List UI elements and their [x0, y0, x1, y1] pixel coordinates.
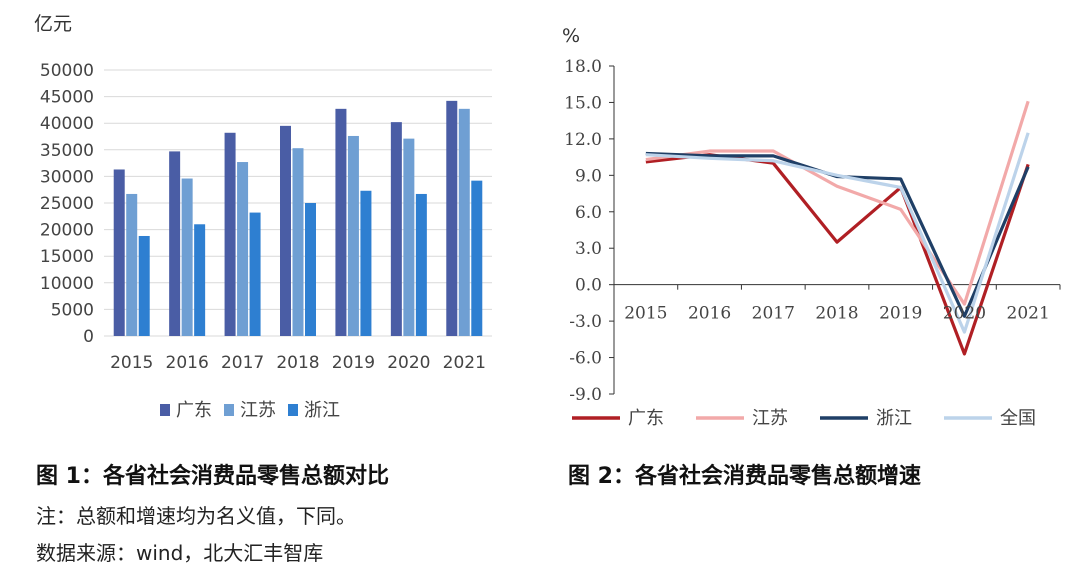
bar-广东-2015 [113, 169, 125, 336]
x-tick-label: 2019 [332, 353, 375, 373]
bar-广东-2020 [390, 122, 402, 336]
bar-浙江-2018 [305, 203, 316, 336]
bar-浙江-2016 [194, 224, 206, 336]
x-tick-label: 2016 [166, 353, 209, 373]
source-line: 数据来源：wind，北大汇丰智库 [36, 541, 324, 565]
x-tick-label: 2015 [110, 353, 153, 373]
y-tick-label: 50000 [40, 61, 94, 81]
y-tick-label: -3.0 [569, 312, 602, 332]
y-tick-label: 20000 [40, 221, 94, 241]
legend-swatch-江苏 [224, 404, 234, 416]
line-series-江苏 [645, 100, 1030, 306]
y-tick-label: 12.0 [564, 130, 602, 150]
bar-浙江-2021 [471, 180, 483, 336]
bar-chart: 亿元 0 5000 10000 15000 20000 25000 30000 35000 400… [34, 13, 492, 421]
y-tick-label: 40000 [40, 114, 94, 134]
bar-浙江-2019 [360, 190, 372, 336]
legend-label: 江苏 [240, 400, 276, 421]
x-tick-label: 2021 [443, 353, 486, 373]
bar-浙江-2020 [415, 193, 427, 336]
x-tick-label: 2015 [624, 304, 667, 324]
note-line: 注：总额和增速均为名义值，下同。 [36, 504, 356, 528]
bar-江苏-2021 [458, 108, 470, 336]
figure-2-title: 图 2：各省社会消费品零售总额增速 [568, 464, 921, 489]
bar-浙江-2015 [138, 235, 150, 336]
y-tick-label: -6.0 [569, 349, 602, 369]
y-tick-label: 0 [83, 327, 94, 347]
bar-广东-2018 [280, 125, 291, 336]
y-tick-label: 9.0 [575, 166, 602, 186]
legend-label: 浙江 [876, 408, 912, 429]
bar-广东-2019 [335, 108, 347, 336]
bar-江苏-2020 [403, 138, 415, 336]
y-tick-label: 0.0 [575, 276, 602, 296]
x-tick-label: 2019 [879, 304, 922, 324]
legend-label: 广东 [628, 408, 664, 429]
y-tick-label: 15.0 [564, 93, 602, 113]
legend-label: 江苏 [752, 408, 788, 429]
y-tick-label: 25000 [40, 194, 94, 214]
y-tick-label: 35000 [40, 141, 94, 161]
bar-广东-2016 [169, 151, 181, 336]
y-tick-label: 18.0 [564, 57, 602, 77]
bar-江苏-2019 [347, 135, 359, 336]
line-series-浙江 [645, 151, 1030, 318]
x-tick-label: 2020 [387, 353, 430, 373]
bar-江苏-2017 [237, 162, 249, 336]
y-axis-unit-label: 亿元 [34, 13, 72, 35]
y-tick-label: 45000 [40, 88, 94, 108]
bar-江苏-2016 [181, 178, 193, 336]
y-tick-label: 3.0 [575, 239, 602, 259]
y-tick-label: 5000 [51, 300, 94, 320]
legend-label: 全国 [1000, 408, 1036, 429]
bar-江苏-2015 [126, 193, 138, 336]
bar-江苏-2018 [292, 148, 304, 336]
bar-浙江-2017 [249, 212, 261, 336]
y-tick-label: 10000 [40, 274, 94, 294]
legend-swatch-浙江 [288, 404, 298, 416]
x-tick-label: 2017 [221, 353, 264, 373]
y-tick-label: -9.0 [569, 385, 602, 405]
y-axis-unit-label: % [562, 25, 580, 47]
x-tick-label: 2018 [815, 304, 858, 324]
y-tick-label: 30000 [40, 167, 94, 187]
y-tick-label: 15000 [40, 247, 94, 267]
line-series-全国 [645, 132, 1030, 334]
legend-label: 浙江 [304, 400, 340, 421]
legend-label: 广东 [176, 400, 212, 421]
x-tick-label: 2016 [688, 304, 731, 324]
y-tick-label: 6.0 [575, 203, 602, 223]
legend-swatch-广东 [160, 404, 170, 416]
x-tick-label: 2020 [943, 304, 986, 324]
bar-广东-2017 [224, 132, 236, 336]
line-chart: % -9.0 -6.0 -3.0 0.0 3.0 6.0 9.0 12.0 15.0 18.0 201… [562, 25, 1061, 429]
bar-广东-2021 [446, 100, 458, 336]
x-tick-label: 2021 [1007, 304, 1050, 324]
figure-1-title: 图 1：各省社会消费品零售总额对比 [36, 464, 389, 489]
x-tick-label: 2018 [276, 353, 319, 373]
x-tick-label: 2017 [752, 304, 795, 324]
